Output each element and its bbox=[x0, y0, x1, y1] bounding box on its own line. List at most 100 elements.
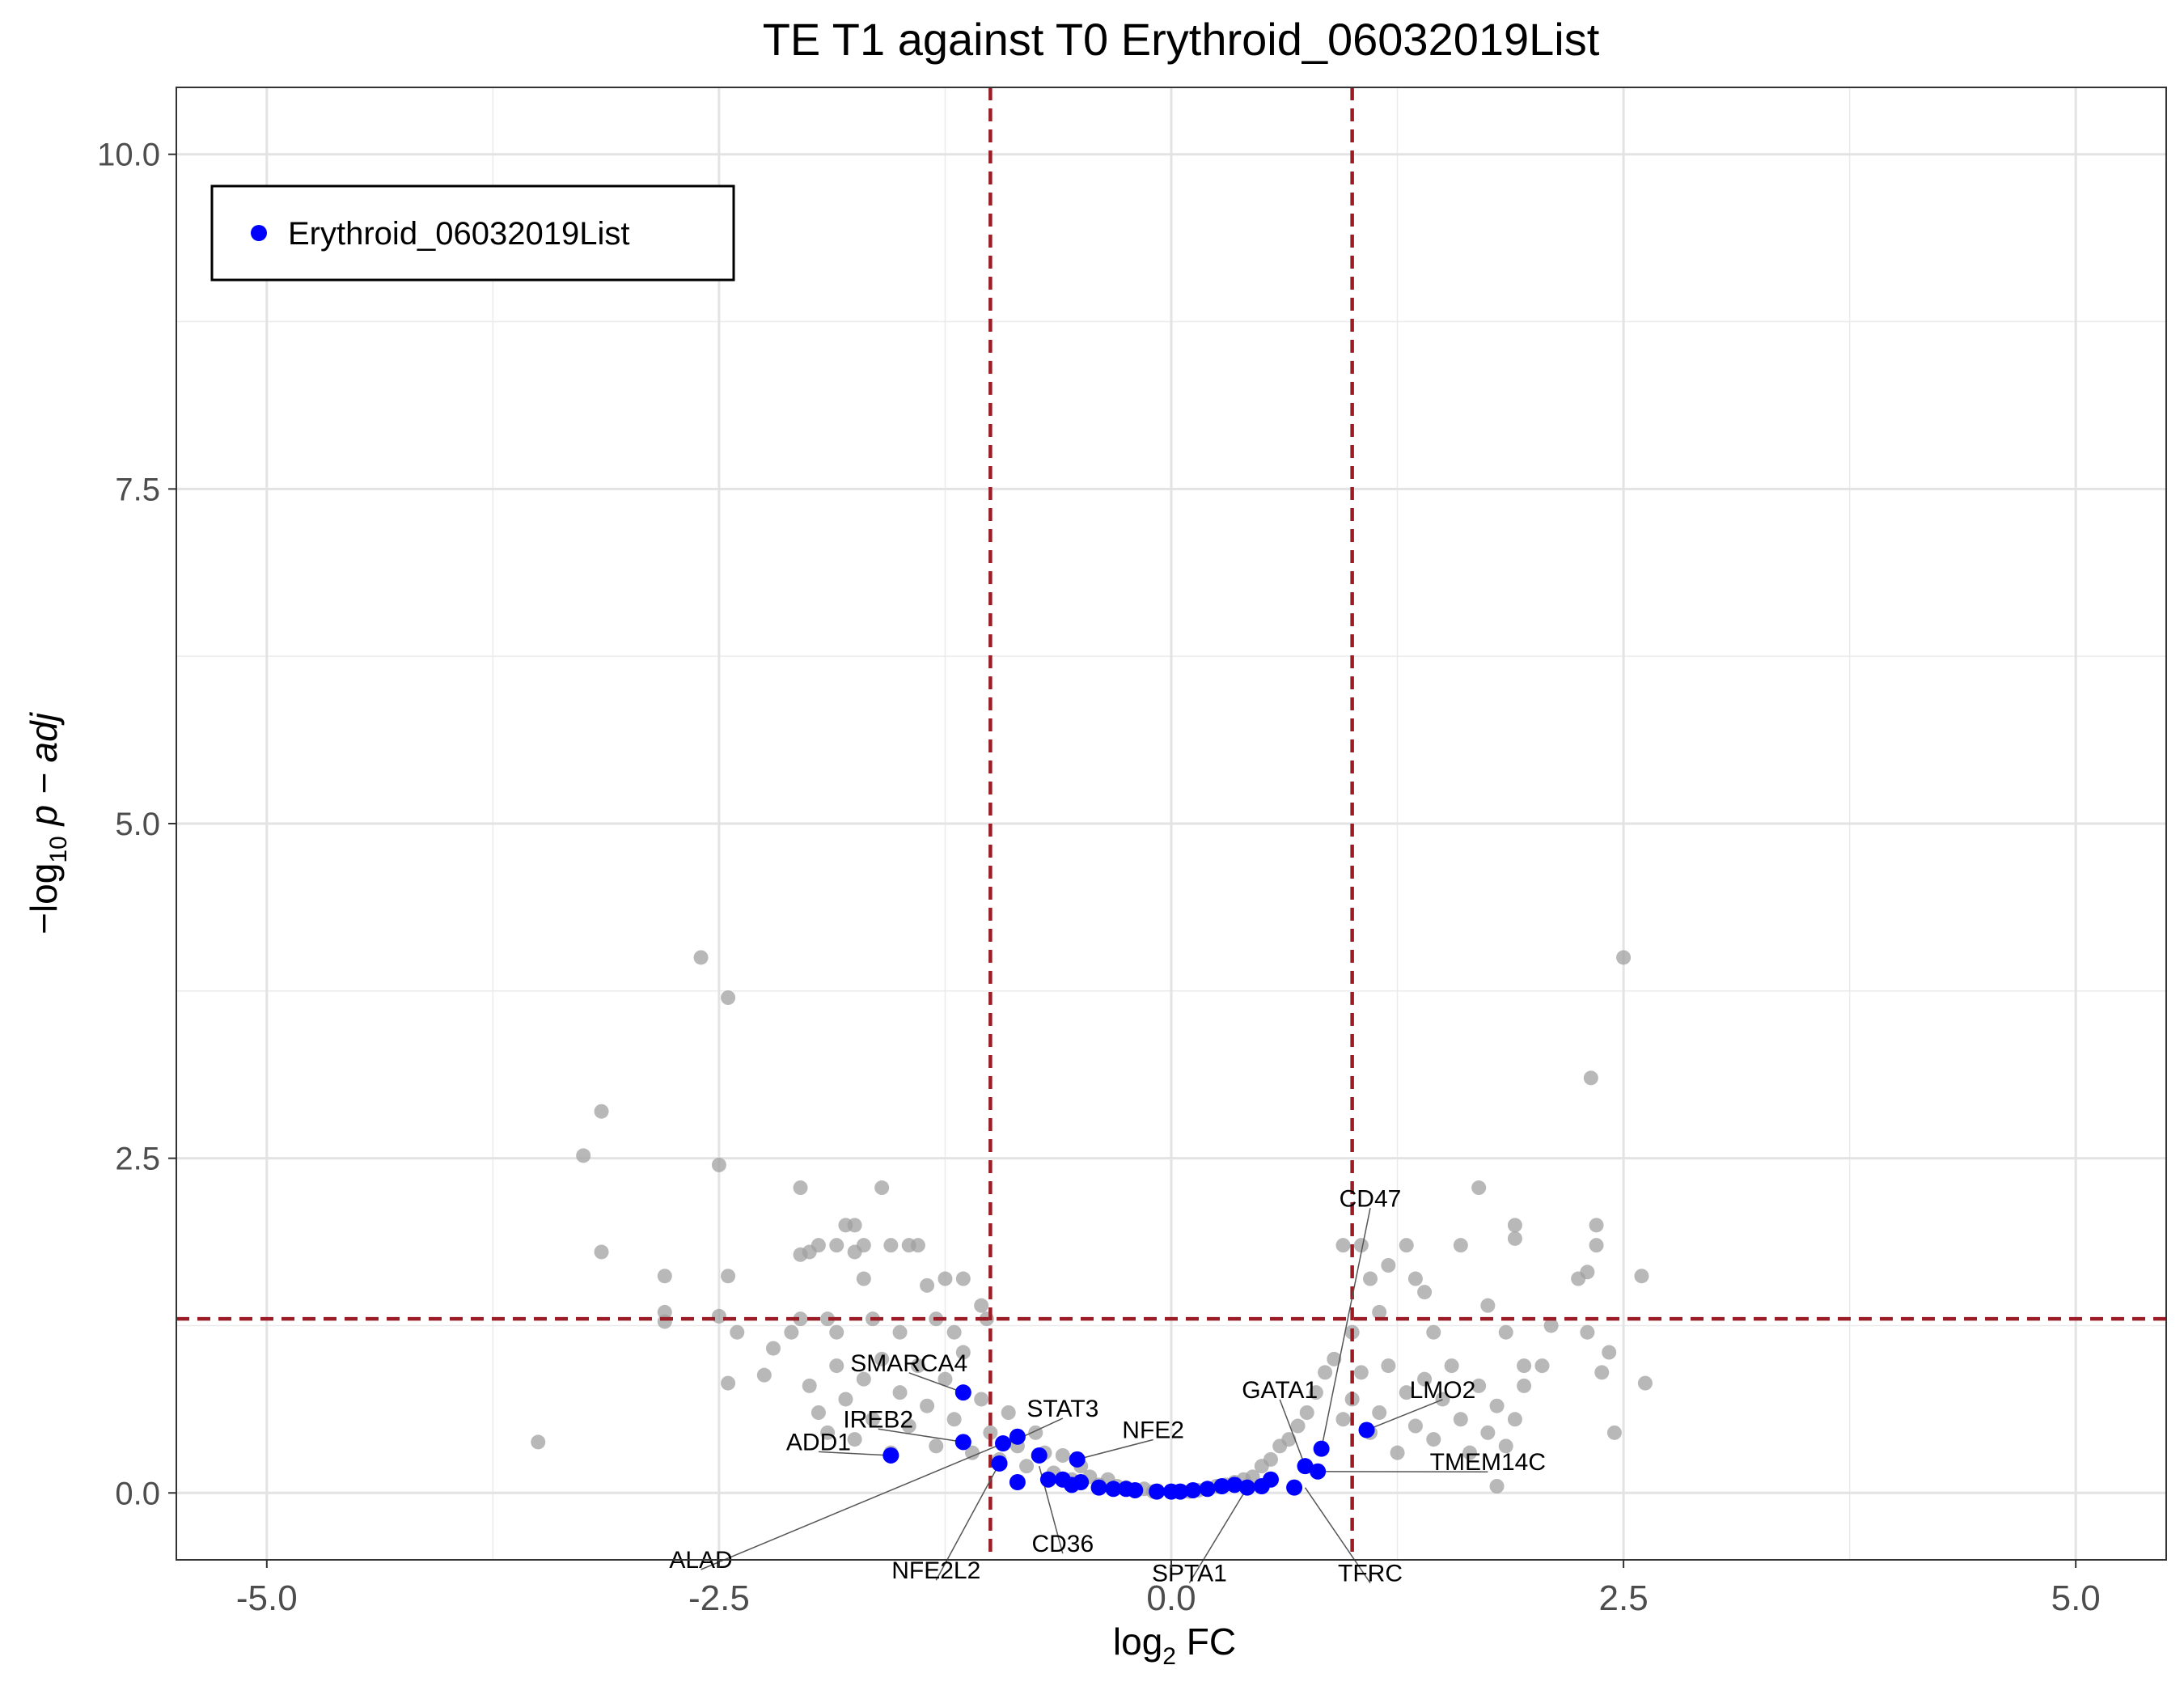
background-point bbox=[802, 1378, 817, 1393]
highlighted-gene-point bbox=[995, 1435, 1012, 1452]
x-tick-label: 5.0 bbox=[2051, 1578, 2101, 1618]
gene-label-leader bbox=[1320, 1208, 1371, 1449]
y-axis-title-prefix: −log bbox=[23, 863, 65, 934]
background-point bbox=[974, 1392, 989, 1407]
legend-label: Erythroid_06032019List bbox=[288, 216, 630, 252]
background-point bbox=[920, 1398, 935, 1413]
background-point bbox=[1308, 1385, 1323, 1400]
background-point bbox=[1580, 1324, 1595, 1340]
gene-label-leader bbox=[1077, 1438, 1153, 1460]
background-point bbox=[1498, 1324, 1513, 1340]
background-point bbox=[892, 1385, 908, 1400]
background-point bbox=[847, 1432, 862, 1447]
background-point bbox=[856, 1238, 871, 1253]
background-point bbox=[1534, 1358, 1550, 1374]
y-axis-ticks: 0.0 2.5 5.0 7.5 10.0 bbox=[97, 138, 176, 1511]
background-point bbox=[829, 1238, 844, 1253]
background-point bbox=[1372, 1405, 1387, 1420]
gene-label-leader bbox=[700, 1443, 1004, 1570]
background-point bbox=[1589, 1238, 1604, 1253]
gene-label-leader bbox=[818, 1451, 891, 1456]
background-point bbox=[829, 1324, 844, 1340]
background-point bbox=[901, 1418, 916, 1434]
background-point bbox=[929, 1438, 944, 1454]
background-point bbox=[965, 1445, 980, 1460]
background-point bbox=[576, 1148, 591, 1163]
background-point bbox=[1507, 1231, 1522, 1246]
x-tick-label: 2.5 bbox=[1599, 1578, 1649, 1618]
background-point bbox=[874, 1180, 890, 1196]
highlighted-gene-point bbox=[1310, 1463, 1327, 1480]
background-point bbox=[892, 1324, 908, 1340]
background-point bbox=[955, 1345, 971, 1360]
y-axis-title-suffix: p − adj bbox=[23, 711, 65, 836]
background-point bbox=[946, 1324, 962, 1340]
background-point bbox=[1055, 1447, 1070, 1463]
highlighted-gene-point bbox=[1358, 1421, 1375, 1438]
highlighted-gene-point bbox=[1213, 1478, 1230, 1494]
background-point bbox=[1363, 1271, 1378, 1286]
x-tick-label: -2.5 bbox=[688, 1578, 750, 1618]
highlighted-gene-point bbox=[1199, 1481, 1216, 1498]
y-tick-label: 7.5 bbox=[115, 472, 160, 507]
x-axis-ticks: -5.0 -2.5 0.0 2.5 5.0 bbox=[236, 1560, 2101, 1618]
background-point bbox=[874, 1351, 890, 1366]
background-point bbox=[531, 1434, 546, 1450]
background-point bbox=[1580, 1265, 1595, 1280]
highlighted-gene-point bbox=[1313, 1440, 1330, 1457]
background-point bbox=[1435, 1392, 1450, 1407]
background-point bbox=[1372, 1304, 1387, 1320]
background-point bbox=[711, 1157, 726, 1172]
gene-label-leader bbox=[1279, 1399, 1306, 1467]
background-point bbox=[1426, 1324, 1441, 1340]
background-point bbox=[1589, 1218, 1604, 1233]
background-point bbox=[1335, 1238, 1351, 1253]
gene-label: LMO2 bbox=[1410, 1377, 1476, 1404]
background-point bbox=[1444, 1358, 1459, 1374]
background-point bbox=[1634, 1269, 1649, 1284]
background-point bbox=[793, 1180, 808, 1196]
highlighted-gene-point bbox=[1039, 1471, 1056, 1488]
background-point bbox=[1594, 1365, 1610, 1380]
background-point bbox=[1507, 1412, 1522, 1427]
legend: Erythroid_06032019List bbox=[210, 184, 735, 282]
y-axis-title: −log10 p − adj bbox=[23, 711, 72, 934]
x-axis-title-main: log bbox=[1113, 1621, 1162, 1663]
gene-label: NFE2 bbox=[1122, 1417, 1184, 1444]
background-point bbox=[1417, 1371, 1433, 1387]
background-point bbox=[721, 990, 736, 1006]
x-tick-label: 0.0 bbox=[1146, 1578, 1196, 1618]
background-point bbox=[793, 1311, 808, 1327]
background-point bbox=[766, 1341, 781, 1356]
highlighted-gene-point bbox=[1069, 1451, 1086, 1468]
highlighted-gene-point bbox=[1105, 1481, 1122, 1498]
background-point bbox=[721, 1375, 736, 1391]
background-point bbox=[1019, 1459, 1035, 1474]
background-point bbox=[657, 1314, 672, 1329]
highlighted-gene-point bbox=[1090, 1479, 1107, 1496]
background-point bbox=[820, 1425, 836, 1440]
background-point bbox=[1480, 1298, 1496, 1313]
background-point bbox=[1606, 1425, 1622, 1440]
background-point bbox=[693, 950, 709, 965]
background-point bbox=[1471, 1378, 1487, 1393]
background-point bbox=[711, 1308, 726, 1324]
background-point bbox=[721, 1269, 736, 1284]
background-point bbox=[938, 1371, 953, 1387]
legend-key-dot bbox=[251, 225, 267, 241]
y-axis-title-subscript: 10 bbox=[45, 836, 72, 862]
background-point bbox=[1327, 1351, 1342, 1366]
background-point bbox=[883, 1238, 899, 1253]
y-tick-label: 0.0 bbox=[115, 1476, 160, 1511]
gene-label: SPTA1 bbox=[1152, 1561, 1227, 1587]
highlighted-gene-point bbox=[1286, 1479, 1303, 1496]
background-point bbox=[594, 1244, 609, 1260]
highlighted-gene-point bbox=[1073, 1474, 1090, 1491]
gene-label: CD47 bbox=[1340, 1185, 1402, 1212]
gene-label: IREB2 bbox=[843, 1406, 913, 1433]
highlighted-gene-point bbox=[1172, 1483, 1189, 1500]
background-point bbox=[811, 1238, 826, 1253]
background-point bbox=[1543, 1318, 1559, 1333]
